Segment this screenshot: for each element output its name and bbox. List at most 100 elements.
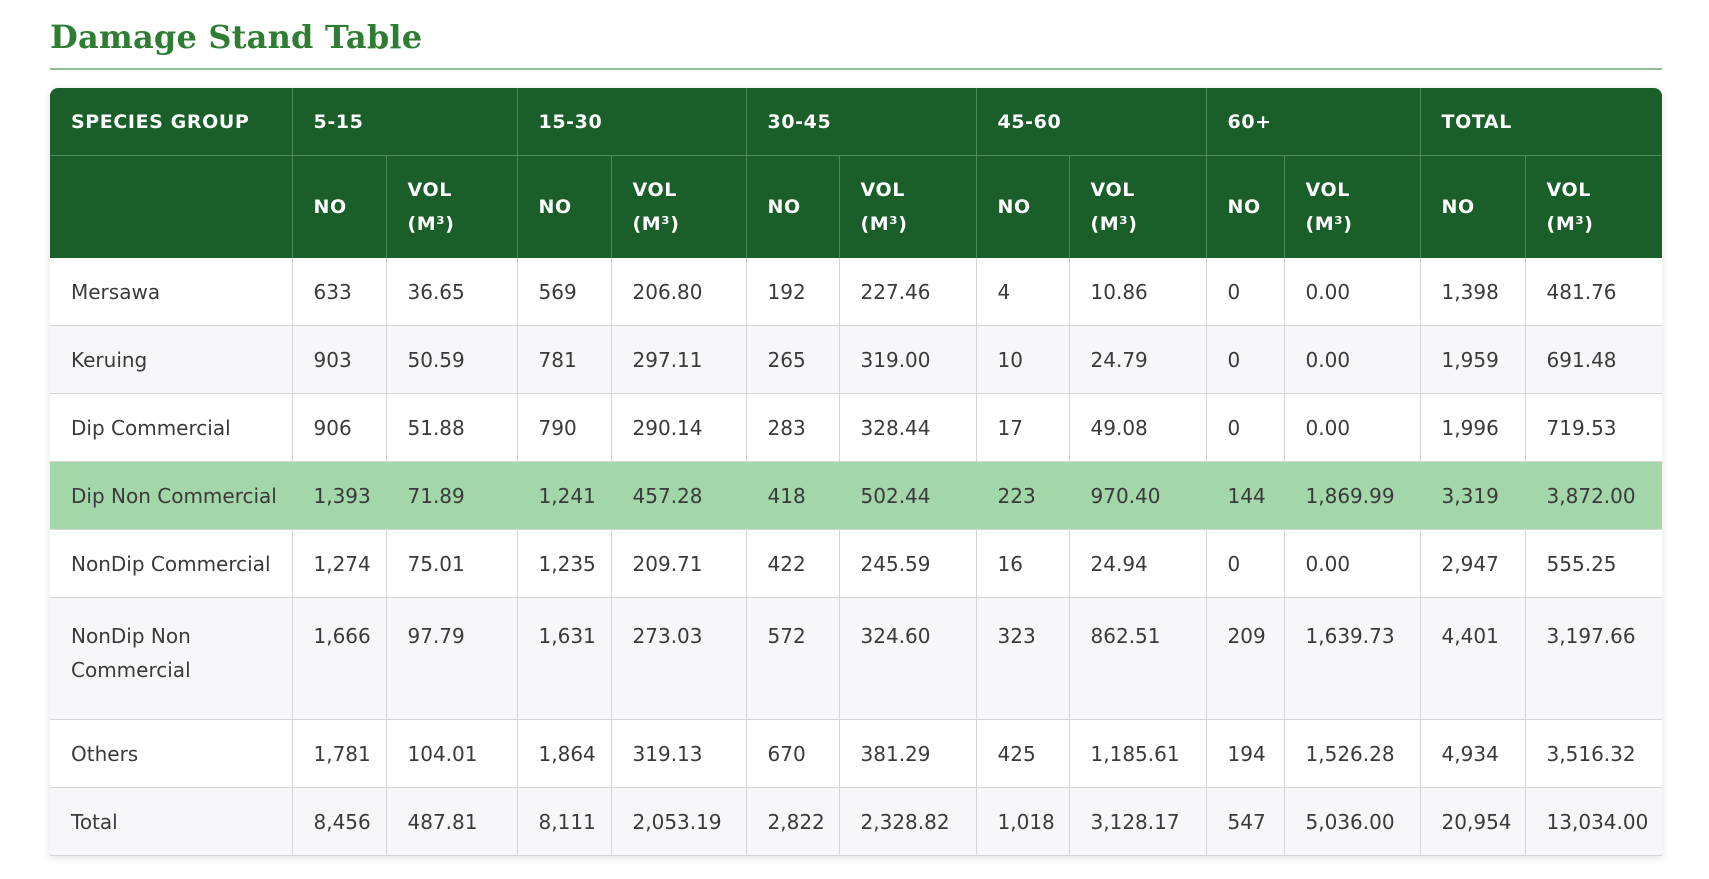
table-cell: 457.28 xyxy=(611,461,747,530)
table-cell: 71.89 xyxy=(386,461,518,530)
table-cell: 49.08 xyxy=(1069,393,1207,462)
table-cell: 422 xyxy=(746,529,840,598)
species-name-cell: Keruing xyxy=(50,325,293,394)
table-cell: 906 xyxy=(292,393,387,462)
table-cell: 0 xyxy=(1206,529,1285,598)
table-cell: 3,872.00 xyxy=(1525,461,1662,530)
table-cell: 1,631 xyxy=(517,597,612,720)
table-cell: 0.00 xyxy=(1284,393,1421,462)
table-cell: 16 xyxy=(976,529,1070,598)
table-cell: 324.60 xyxy=(839,597,977,720)
table-cell: 1,241 xyxy=(517,461,612,530)
table-cell: 3,319 xyxy=(1420,461,1526,530)
table-cell: 1,393 xyxy=(292,461,387,530)
table-cell: 3,197.66 xyxy=(1525,597,1662,720)
table-cell: 4,934 xyxy=(1420,719,1526,788)
table-cell: 50.59 xyxy=(386,325,518,394)
table-row[interactable]: Dip Commercial 906 51.88 790 290.14 283 … xyxy=(50,393,1662,462)
species-name-cell: NonDip Non Commercial xyxy=(50,597,293,720)
header-vol: VOL (M³) xyxy=(839,155,977,258)
table-cell: 223 xyxy=(976,461,1070,530)
table-cell: 2,947 xyxy=(1420,529,1526,598)
table-cell: 20,954 xyxy=(1420,787,1526,856)
table-cell: 1,185.61 xyxy=(1069,719,1207,788)
table-cell: 569 xyxy=(517,258,612,326)
table-cell: 862.51 xyxy=(1069,597,1207,720)
table-cell: 502.44 xyxy=(839,461,977,530)
table-row[interactable]: NonDip Non Commercial 1,666 97.79 1,631 … xyxy=(50,597,1662,720)
table-cell: 10 xyxy=(976,325,1070,394)
header-group-60-plus: 60+ xyxy=(1206,88,1421,156)
title-divider xyxy=(50,68,1662,70)
species-name-cell: NonDip Commercial xyxy=(50,529,293,598)
table-cell: 555.25 xyxy=(1525,529,1662,598)
table-cell: 297.11 xyxy=(611,325,747,394)
page-title: Damage Stand Table xyxy=(50,18,423,56)
table-cell: 8,111 xyxy=(517,787,612,856)
table-cell: 790 xyxy=(517,393,612,462)
table-cell: 1,526.28 xyxy=(1284,719,1421,788)
header-vol-label: VOL xyxy=(1305,179,1350,201)
header-no: NO xyxy=(1206,155,1285,258)
table-cell: 0.00 xyxy=(1284,529,1421,598)
table-cell: 8,456 xyxy=(292,787,387,856)
table-cell: 487.81 xyxy=(386,787,518,856)
table-cell: 36.65 xyxy=(386,258,518,326)
header-group-5-15: 5-15 xyxy=(292,88,518,156)
table-cell: 245.59 xyxy=(839,529,977,598)
table-cell: 381.29 xyxy=(839,719,977,788)
table-row-highlighted[interactable]: Dip Non Commercial 1,393 71.89 1,241 457… xyxy=(50,461,1662,530)
species-name-cell: Dip Commercial xyxy=(50,393,293,462)
header-group-45-60: 45-60 xyxy=(976,88,1207,156)
header-vol: VOL (M³) xyxy=(1284,155,1421,258)
table-cell: 0 xyxy=(1206,325,1285,394)
table-cell: 10.86 xyxy=(1069,258,1207,326)
table-cell: 24.94 xyxy=(1069,529,1207,598)
table-cell: 1,781 xyxy=(292,719,387,788)
header-vol-unit: (M³) xyxy=(407,213,455,235)
table-row[interactable]: Keruing 903 50.59 781 297.11 265 319.00 … xyxy=(50,325,1662,394)
table-header: SPECIES GROUP 5-15 15-30 30-45 45-60 60+… xyxy=(50,88,1662,258)
table-cell: 1,959 xyxy=(1420,325,1526,394)
table-cell: 319.00 xyxy=(839,325,977,394)
table-cell: 903 xyxy=(292,325,387,394)
header-no: NO xyxy=(746,155,840,258)
table-row[interactable]: Others 1,781 104.01 1,864 319.13 670 381… xyxy=(50,719,1662,788)
table-cell: 418 xyxy=(746,461,840,530)
header-vol-unit: (M³) xyxy=(1305,213,1353,235)
table-cell: 323 xyxy=(976,597,1070,720)
header-group-total: TOTAL xyxy=(1420,88,1662,156)
table-row-total[interactable]: Total 8,456 487.81 8,111 2,053.19 2,822 … xyxy=(50,787,1662,856)
table-cell: 1,639.73 xyxy=(1284,597,1421,720)
table-cell: 97.79 xyxy=(386,597,518,720)
damage-stand-table: SPECIES GROUP 5-15 15-30 30-45 45-60 60+… xyxy=(50,88,1662,856)
table-row[interactable]: Mersawa 633 36.65 569 206.80 192 227.46 … xyxy=(50,258,1662,326)
table-cell: 2,822 xyxy=(746,787,840,856)
header-vol-unit: (M³) xyxy=(860,213,908,235)
table-cell: 2,328.82 xyxy=(839,787,977,856)
table-cell: 0 xyxy=(1206,258,1285,326)
header-vol-label: VOL xyxy=(1090,179,1135,201)
header-row-subcolumns: NO VOL (M³) NO VOL (M³) NO VOL (M³) NO VOL (… xyxy=(50,155,1662,258)
table-cell: 1,274 xyxy=(292,529,387,598)
header-vol-label: VOL xyxy=(407,179,452,201)
table-cell: 1,018 xyxy=(976,787,1070,856)
table-cell: 0.00 xyxy=(1284,258,1421,326)
header-vol: VOL (M³) xyxy=(1525,155,1662,258)
table-cell: 1,235 xyxy=(517,529,612,598)
table-row[interactable]: NonDip Commercial 1,274 75.01 1,235 209.… xyxy=(50,529,1662,598)
table-cell: 265 xyxy=(746,325,840,394)
table-cell: 1,864 xyxy=(517,719,612,788)
header-vol-label: VOL xyxy=(1546,179,1591,201)
header-no: NO xyxy=(292,155,387,258)
table-cell: 17 xyxy=(976,393,1070,462)
table-cell: 51.88 xyxy=(386,393,518,462)
table-cell: 2,053.19 xyxy=(611,787,747,856)
table-cell: 24.79 xyxy=(1069,325,1207,394)
header-vol-label: VOL xyxy=(860,179,905,201)
species-name-cell: Dip Non Commercial xyxy=(50,461,293,530)
table-cell: 1,869.99 xyxy=(1284,461,1421,530)
header-vol: VOL (M³) xyxy=(1069,155,1207,258)
table-cell: 290.14 xyxy=(611,393,747,462)
header-vol-unit: (M³) xyxy=(1090,213,1138,235)
